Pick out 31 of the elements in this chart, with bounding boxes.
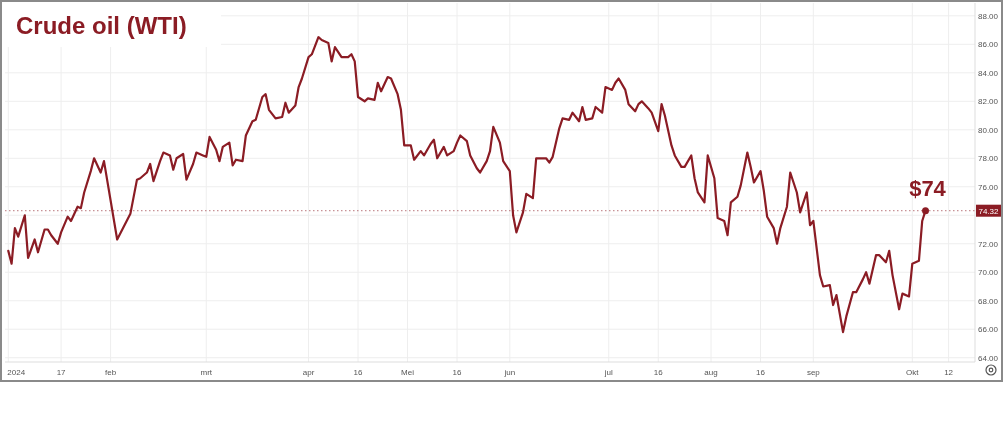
- x-tick-label: 16: [756, 368, 766, 377]
- y-tick-label: 70.00: [977, 268, 999, 278]
- y-tick-label: 66.00: [977, 325, 999, 335]
- y-tick-label: 80.00: [977, 125, 999, 135]
- x-tick-label: 12: [944, 368, 954, 377]
- x-tick-label: Okt: [906, 368, 920, 377]
- y-tick-label: 88.00: [977, 11, 999, 21]
- y-tick-label: 76.00: [977, 182, 999, 192]
- annotation: $74: [909, 175, 947, 201]
- ref-line-label: 74.32: [978, 206, 1000, 216]
- x-tick-label: Mei: [401, 368, 415, 377]
- chart-title: Crude oil (WTI): [16, 12, 187, 39]
- y-tick-label: 84.00: [977, 68, 999, 78]
- x-tick-label: 16: [653, 368, 664, 377]
- x-tick-label: jul: [603, 368, 613, 377]
- x-tick-label: aug: [704, 368, 718, 377]
- x-tick-label: jun: [503, 368, 516, 377]
- x-tick-label: mrt: [200, 368, 213, 377]
- y-tick-label: 78.00: [977, 154, 999, 164]
- x-tick-label: 16: [452, 368, 462, 377]
- x-tick-label: apr: [302, 368, 315, 377]
- x-tick-label: sep: [806, 368, 821, 377]
- x-tick-label: 17: [56, 368, 67, 377]
- x-tick-label: 2024: [7, 368, 26, 377]
- x-tick-label: 16: [353, 368, 364, 377]
- x-tick-label: feb: [105, 368, 117, 377]
- y-tick-label: 82.00: [977, 97, 999, 107]
- y-tick-label: 86.00: [977, 40, 999, 50]
- y-tick-label: 72.00: [977, 239, 999, 249]
- y-tick-label: 68.00: [977, 296, 999, 306]
- y-tick-label: 64.00: [977, 353, 999, 363]
